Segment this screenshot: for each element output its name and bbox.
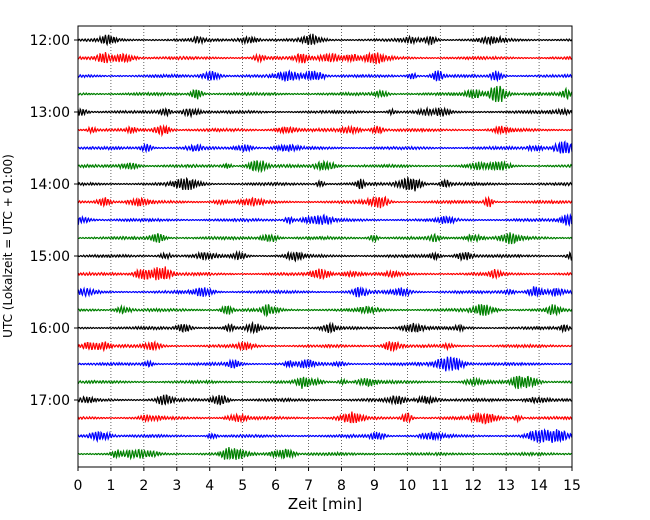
plot-frame — [77, 25, 573, 468]
x-tick-label: 5 — [238, 478, 247, 494]
trace-line — [77, 123, 573, 138]
trace-line — [77, 195, 573, 209]
trace-line — [77, 394, 573, 406]
trace-line — [77, 249, 573, 263]
trace-line — [77, 411, 573, 425]
trace-line — [77, 159, 573, 174]
y-tick-label: 14:00 — [30, 177, 70, 193]
x-tick-label: 7 — [304, 478, 313, 494]
x-tick-label: 6 — [271, 478, 280, 494]
trace-line — [77, 105, 573, 119]
x-tick-label: 3 — [172, 478, 181, 494]
y-axis-label: UTC (Lokalzeit = UTC + 01:00) — [1, 154, 15, 338]
trace-line — [77, 340, 573, 353]
x-tick-label: 15 — [563, 478, 581, 494]
y-tick-label: 12:00 — [30, 33, 70, 49]
x-tick-label: 10 — [398, 478, 416, 494]
y-tick-label: 17:00 — [30, 393, 70, 409]
trace-line — [77, 285, 573, 298]
y-axis-ticks: 12:00 13:00 14:00 15:00 16:00 17:00 — [30, 33, 78, 409]
trace-line — [77, 51, 573, 65]
trace-line — [77, 427, 573, 444]
trace-line — [77, 33, 573, 47]
x-tick-label: 4 — [205, 478, 214, 494]
trace-line — [77, 303, 573, 318]
y-tick-label: 15:00 — [30, 249, 70, 265]
trace-line — [77, 356, 573, 372]
y-tick-label: 16:00 — [30, 321, 70, 337]
x-axis-label: Zeit [min] — [288, 495, 362, 513]
x-tick-label: 11 — [431, 478, 449, 494]
y-tick-label: 13:00 — [30, 105, 70, 121]
trace-line — [77, 446, 573, 461]
trace-line — [77, 266, 573, 281]
x-tick-label: 1 — [106, 478, 115, 494]
trace-line — [77, 232, 573, 245]
trace-line — [77, 69, 573, 83]
trace-line — [77, 320, 573, 335]
x-tick-label: 12 — [464, 478, 482, 494]
trace-line — [77, 375, 573, 390]
x-tick-label: 2 — [139, 478, 148, 494]
x-tick-label: 8 — [337, 478, 346, 494]
trace-line — [77, 85, 573, 103]
trace-line — [77, 212, 573, 228]
trace-line — [77, 140, 573, 154]
x-tick-label: 14 — [530, 478, 548, 494]
x-tick-label: 13 — [497, 478, 515, 494]
x-axis-ticks: 0 1 2 3 4 5 6 7 8 9 10 11 12 13 14 15 — [74, 467, 581, 494]
x-tick-label: 0 — [74, 478, 83, 494]
x-tick-label: 9 — [370, 478, 379, 494]
trace-line — [77, 176, 573, 192]
trace-group — [77, 33, 573, 461]
